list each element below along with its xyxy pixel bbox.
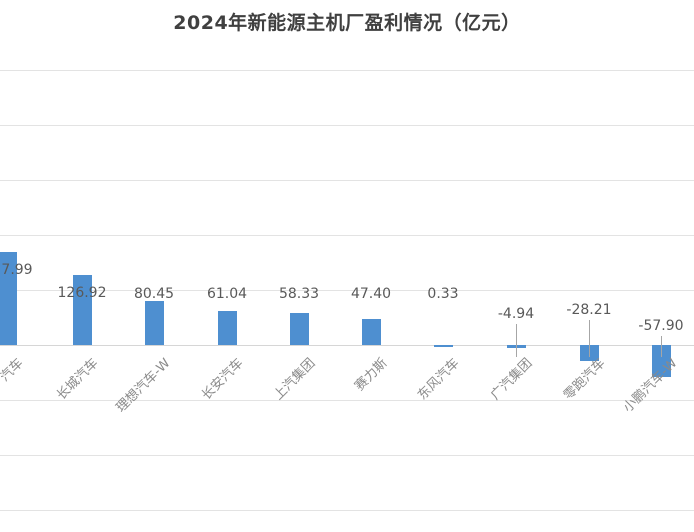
category-label: 理想汽车-W — [113, 355, 174, 416]
data-label: -28.21 — [566, 302, 612, 318]
category-label: 零跑汽车 — [561, 355, 609, 404]
data-label: 7.99 — [1, 262, 33, 279]
gridline — [0, 125, 694, 126]
gridline — [0, 70, 694, 71]
data-label: 47.40 — [350, 286, 392, 302]
category-label: 汽车 — [0, 355, 27, 385]
bar — [289, 312, 309, 345]
bar — [651, 345, 671, 377]
data-label: 61.04 — [206, 286, 248, 302]
label-leader-line — [516, 324, 517, 357]
data-label: 80.45 — [133, 286, 175, 302]
gridline — [0, 290, 694, 291]
data-label: -4.94 — [497, 306, 535, 322]
bar — [361, 318, 381, 345]
category-label: 小鹏汽车-W — [620, 355, 681, 416]
bar — [0, 252, 17, 345]
data-label: 126.92 — [57, 285, 107, 302]
bar — [217, 311, 237, 345]
bar — [433, 344, 453, 347]
label-leader-line — [661, 336, 662, 357]
gridline — [0, 400, 694, 401]
category-label: 长城汽车 — [54, 355, 102, 404]
bar — [72, 275, 92, 345]
gridline — [0, 455, 694, 456]
label-leader-line — [589, 320, 590, 357]
zero-baseline — [0, 345, 694, 346]
category-label: 上汽集团 — [271, 355, 319, 404]
chart-title: 2024年新能源主机厂盈利情况（亿元） — [173, 12, 521, 34]
category-label: 长安汽车 — [199, 355, 247, 404]
data-label: 58.33 — [278, 286, 320, 302]
data-label: 0.33 — [427, 286, 459, 302]
data-label: -57.90 — [638, 318, 684, 334]
category-label: 东风汽车 — [415, 355, 463, 404]
gridline — [0, 180, 694, 181]
gridline — [0, 235, 694, 236]
category-label: 赛力斯 — [352, 355, 391, 395]
gridline — [0, 510, 694, 511]
category-label: 广汽集团 — [488, 355, 536, 404]
bar — [144, 300, 164, 345]
